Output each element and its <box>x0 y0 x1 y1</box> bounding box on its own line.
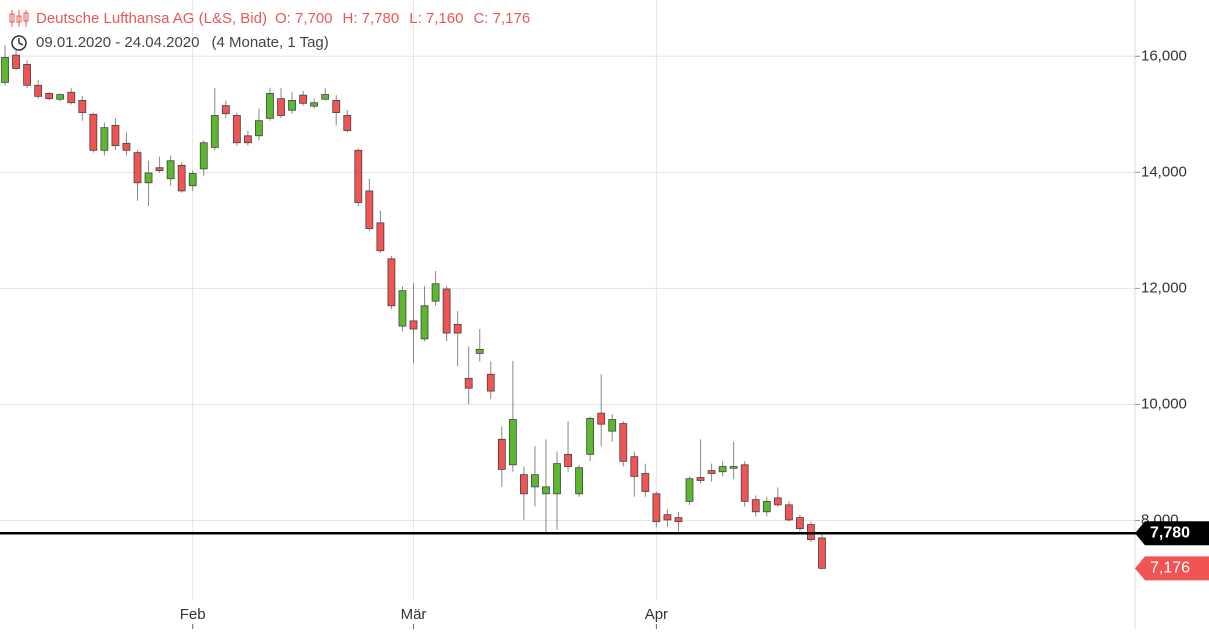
candle-body <box>453 323 462 334</box>
candle-body <box>166 160 175 180</box>
candle-body <box>277 98 285 116</box>
candle-body <box>796 517 804 530</box>
candle-body <box>608 419 617 432</box>
candle-body <box>155 167 164 171</box>
x-tick-label: Apr <box>645 606 668 623</box>
candle-body <box>177 164 186 192</box>
candle-body <box>255 120 263 137</box>
candle-body <box>531 474 539 488</box>
candle-body <box>564 453 572 467</box>
candle-body <box>232 115 241 144</box>
candle-body <box>652 493 661 523</box>
candle-body <box>310 102 319 107</box>
candle-body <box>89 113 98 151</box>
candle-body <box>431 283 440 302</box>
price-tag-label: 7,780 <box>1150 524 1190 541</box>
candle-body <box>586 417 595 455</box>
candle-body <box>740 464 749 502</box>
candle-body <box>34 84 43 97</box>
candle-body <box>23 64 32 86</box>
candle-body <box>354 149 363 203</box>
candle-body <box>663 514 672 521</box>
candle-icon <box>9 10 29 27</box>
candle-body <box>210 115 219 148</box>
candle-body <box>630 456 639 477</box>
candle-body <box>122 142 131 151</box>
ohlc-label: H: 7,780 <box>343 10 400 27</box>
plot <box>1 45 826 570</box>
candle-body <box>56 94 65 100</box>
y-tick-label: 14,000 <box>1141 163 1187 180</box>
candle-body <box>818 537 826 569</box>
candle-body <box>387 258 396 307</box>
y-tick-label: 10,000 <box>1141 395 1187 412</box>
last-price-tag <box>1135 556 1209 581</box>
y-tick-label: 16,000 <box>1141 47 1187 64</box>
y-tick-label: 12,000 <box>1141 279 1187 296</box>
candle-body <box>784 504 793 521</box>
candle-body <box>762 500 771 513</box>
period-label: (4 Monate, 1 Tag) <box>211 34 328 51</box>
candle-body <box>365 190 374 230</box>
candle-body <box>199 142 208 170</box>
candle-body <box>321 94 330 100</box>
candle-body <box>542 486 550 495</box>
candle-body <box>464 377 473 389</box>
candle-body <box>221 105 230 115</box>
ohlc-label: C: 7,176 <box>473 10 530 27</box>
candle-body <box>486 373 495 392</box>
candle-body <box>332 99 341 113</box>
candle-body <box>45 93 54 100</box>
candle-body <box>144 172 153 184</box>
candle-body <box>707 470 716 474</box>
candle-body <box>497 438 506 470</box>
candle-body <box>442 288 451 334</box>
x-tick-label: Feb <box>180 606 206 623</box>
candle-body <box>100 127 109 151</box>
candle-body <box>243 135 252 144</box>
candle-body <box>575 467 583 495</box>
candle-body <box>111 124 120 147</box>
candle-body <box>67 91 76 104</box>
grid <box>0 0 1135 600</box>
candle-body <box>475 348 484 354</box>
chart-title: Deutsche Lufthansa AG (L&S, Bid) <box>36 10 267 27</box>
x-tick-label: Mär <box>401 606 427 623</box>
candle-body <box>773 497 782 506</box>
candle-body <box>420 305 429 340</box>
candle-body <box>376 222 385 252</box>
candle-body <box>520 474 528 495</box>
candle-body <box>641 473 650 492</box>
candle-body <box>718 466 727 473</box>
candle-body <box>299 94 308 104</box>
ohlc-label: O: 7,700 <box>275 10 333 27</box>
candle-body <box>12 54 20 69</box>
ohlc-label: L: 7,160 <box>409 10 463 27</box>
candle-body <box>508 419 517 466</box>
candle-body <box>133 152 142 184</box>
candle-body <box>398 290 407 327</box>
candle-body <box>343 115 352 131</box>
candle-body <box>188 173 197 187</box>
candle-body <box>266 93 274 119</box>
candle-body <box>619 423 628 462</box>
candle-body <box>696 477 705 481</box>
candle-body <box>1 57 9 83</box>
candle-body <box>597 412 606 425</box>
candle-body <box>78 99 87 113</box>
chart-subtitle: 09.01.2020 - 24.04.2020 <box>36 34 199 51</box>
candle-body <box>674 517 683 523</box>
candle-body <box>685 478 694 502</box>
price-tag <box>1135 521 1209 546</box>
candle-body <box>409 320 418 330</box>
candle-body <box>553 463 561 495</box>
last-price-label: 7,176 <box>1150 560 1190 577</box>
candle-body <box>751 499 760 513</box>
candle-body <box>288 99 296 111</box>
clock-icon <box>11 35 27 51</box>
candle-body <box>729 466 738 469</box>
